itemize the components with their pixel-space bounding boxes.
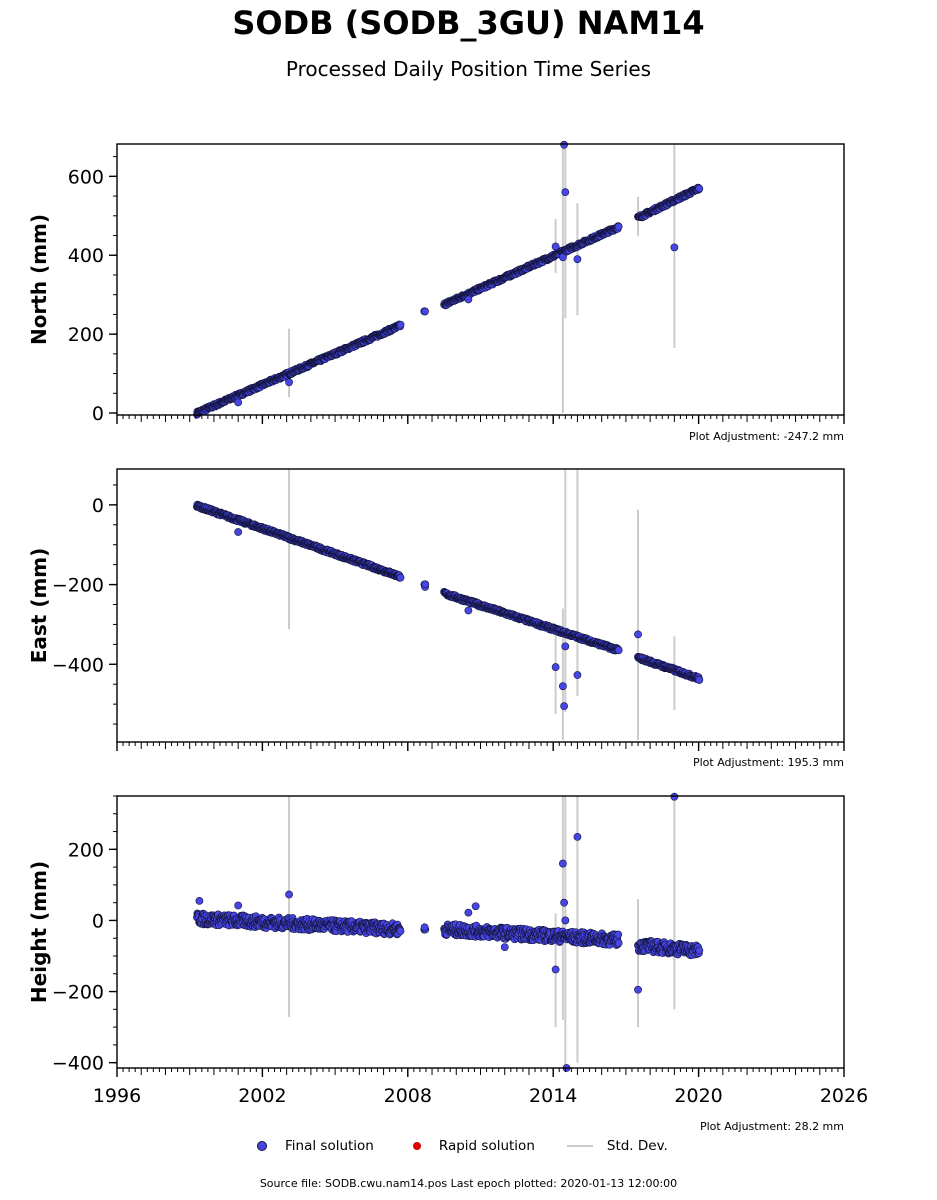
north-y-tick-label: 600	[68, 166, 104, 188]
north-data-point	[695, 184, 704, 193]
x-tick-label: 2008	[384, 1085, 432, 1107]
height-panel: 1996 2002 2008 2014 2020 2026 200 0 −200 −400 Heig…	[27, 792, 868, 1107]
height-outlier-point	[464, 908, 473, 917]
height-y-tick-label: −200	[52, 982, 104, 1004]
north-y-tick-label: 200	[68, 324, 104, 346]
height-outlier-point	[500, 943, 509, 952]
legend: Final solution Rapid solution Std. Dev.	[250, 1138, 700, 1154]
north-data-point	[396, 320, 405, 329]
height-y-axis-label: Height (mm)	[27, 861, 51, 1003]
height-data-point	[614, 939, 623, 947]
east-outlier-point	[634, 630, 642, 639]
east-data-point	[695, 676, 704, 684]
north-plot-adjustment: Plot Adjustment: -247.2 mm	[689, 430, 844, 443]
north-y-axis-label: North (mm)	[27, 214, 51, 345]
height-data-point	[420, 923, 429, 932]
std-dev-line	[566, 1145, 593, 1147]
chart-subtitle: Processed Daily Position Time Series	[285, 57, 652, 81]
height-y-tick-label: 0	[92, 910, 104, 932]
east-y-tick-label: 0	[92, 495, 104, 517]
legend-rapid-label: Rapid solution	[438, 1138, 535, 1154]
height-outlier-point	[634, 985, 642, 994]
east-outlier-point	[561, 642, 570, 651]
source-footer: Source file: SODB.cwu.nam14.pos Last epo…	[259, 1177, 678, 1190]
height-outlier-point	[561, 916, 570, 925]
east-outlier-point	[560, 702, 569, 711]
north-data-point	[421, 307, 429, 316]
legend-std: Std. Dev.	[566, 1138, 668, 1154]
north-y-tick-label: 400	[68, 245, 104, 267]
height-data-point	[695, 946, 704, 955]
north-outlier-point	[670, 243, 679, 252]
height-outlier-point	[560, 898, 569, 907]
north-outlier-point	[560, 140, 569, 149]
east-outlier-point	[464, 606, 473, 615]
height-outlier-point	[573, 832, 582, 841]
legend-final-label: Final solution	[285, 1138, 374, 1154]
north-outlier-point	[561, 188, 570, 197]
east-y-axis-label: East (mm)	[27, 548, 51, 664]
height-outlier-point	[195, 896, 204, 905]
legend-rapid: Rapid solution	[406, 1138, 535, 1154]
height-outlier-point	[471, 902, 480, 911]
legend-final: Final solution	[250, 1138, 374, 1154]
east-outlier-point	[551, 663, 560, 671]
north-outlier-point	[551, 242, 560, 251]
height-y-tick-label: 200	[68, 839, 104, 861]
height-outlier-point	[285, 890, 293, 899]
x-tick-label: 2002	[238, 1085, 286, 1107]
north-outlier-point	[573, 255, 582, 264]
height-data-point	[396, 927, 405, 936]
height-outlier-point	[670, 792, 679, 801]
north-outlier-point	[285, 378, 293, 387]
east-outlier-point	[573, 671, 582, 679]
height-outlier-point	[558, 859, 567, 868]
north-data-point	[614, 222, 623, 231]
east-outlier-point	[558, 682, 567, 691]
east-outlier-point	[234, 528, 243, 536]
x-tick-label: 2014	[529, 1085, 577, 1107]
east-y-tick-label: −200	[52, 575, 104, 597]
north-y-tick-label: 0	[92, 403, 104, 425]
height-y-tick-label: −400	[52, 1053, 104, 1075]
rapid-solution-marker	[412, 1142, 421, 1150]
north-panel: 0 200 400 600 North (mm)	[27, 140, 845, 425]
east-data-point	[396, 573, 405, 582]
east-data-point	[421, 580, 430, 589]
east-plot-adjustment: Plot Adjustment: 195.3 mm	[692, 756, 844, 769]
x-tick-label: 2020	[674, 1085, 722, 1107]
north-axes-frame	[116, 143, 845, 416]
east-data-point	[614, 646, 623, 655]
north-outlier-point	[464, 295, 473, 304]
legend-std-label: Std. Dev.	[606, 1138, 668, 1154]
height-outlier-point	[234, 901, 243, 910]
x-tick-label: 2026	[820, 1085, 868, 1107]
height-plot-adjustment: Plot Adjustment: 28.2 mm	[699, 1120, 844, 1133]
x-tick-label: 1996	[93, 1085, 141, 1107]
final-solution-marker	[257, 1141, 267, 1151]
height-outlier-point	[551, 965, 560, 974]
chart-title: SODB (SODB_3GU) NAM14	[232, 4, 705, 42]
east-y-tick-label: −400	[52, 654, 104, 676]
north-outlier-point	[558, 253, 567, 262]
north-outlier-point	[234, 398, 243, 407]
height-data-point	[614, 930, 623, 939]
